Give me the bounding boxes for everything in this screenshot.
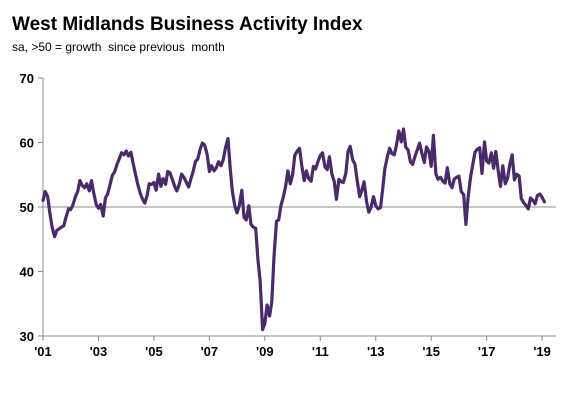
y-tick-label: 60: [20, 136, 34, 151]
y-tick-label: 30: [20, 329, 34, 344]
x-tick-label: '13: [367, 344, 385, 359]
x-tick-label: '03: [90, 344, 108, 359]
y-tick-label: 70: [20, 71, 34, 86]
x-tick-label: '01: [34, 344, 52, 359]
x-tick-label: '07: [201, 344, 219, 359]
x-tick-label: '15: [422, 344, 440, 359]
x-tick-label: '11: [312, 344, 329, 359]
y-tick-label: 40: [20, 265, 34, 280]
x-tick-label: '17: [478, 344, 496, 359]
x-tick-label: '05: [145, 344, 163, 359]
chart-subtitle: sa, >50 = growth since previous month: [12, 40, 225, 54]
x-tick-label: '09: [256, 344, 274, 359]
series-line: [41, 127, 546, 332]
y-tick-label: 50: [20, 200, 34, 215]
x-tick-label: '19: [533, 344, 551, 359]
chart-title: West Midlands Business Activity Index: [12, 14, 363, 35]
